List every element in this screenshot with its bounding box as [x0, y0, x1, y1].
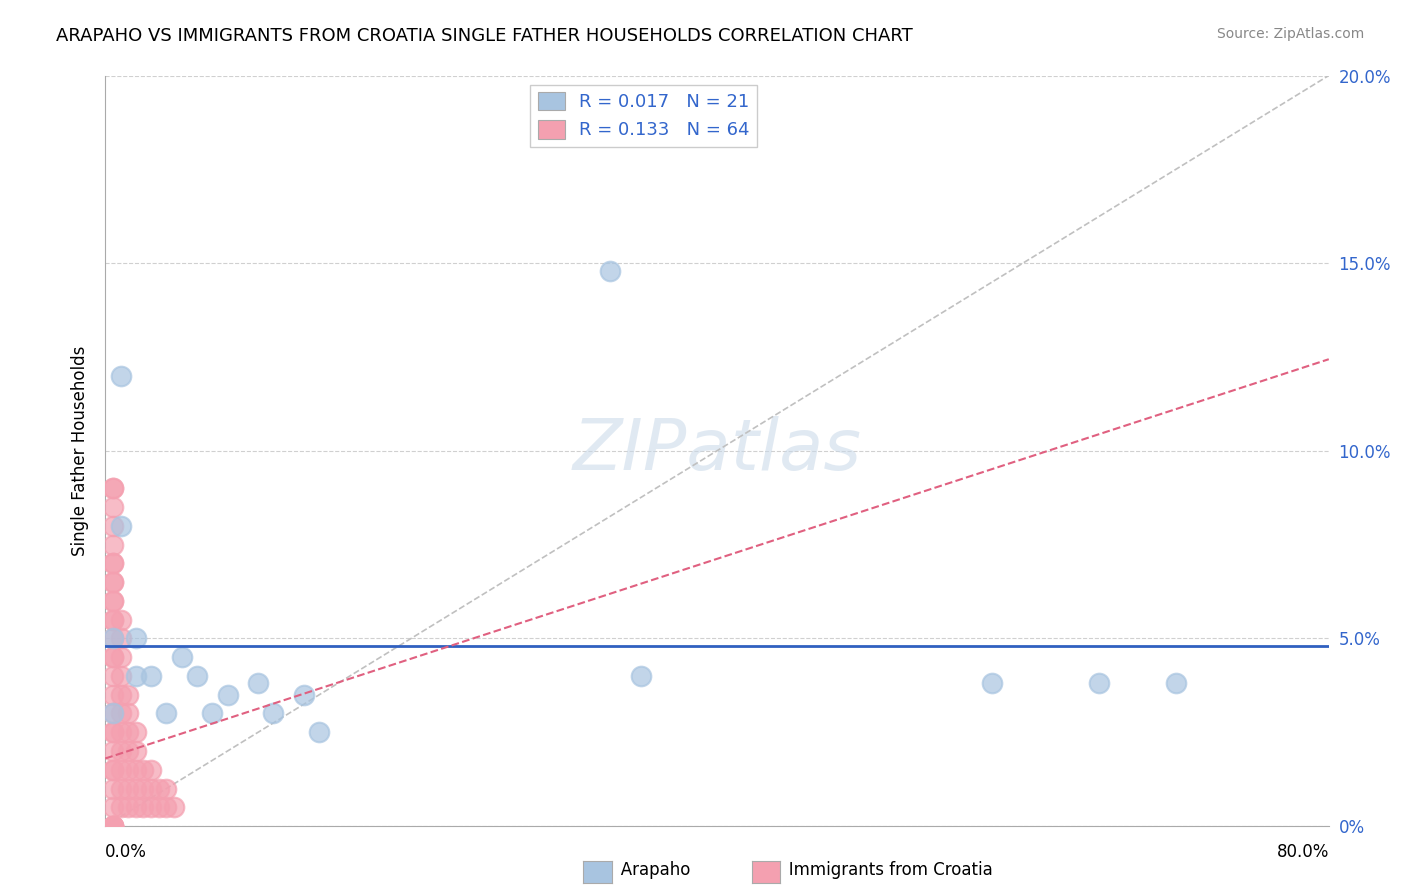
Point	[101, 706, 124, 721]
Point	[125, 800, 148, 814]
Point	[110, 800, 132, 814]
Point	[101, 781, 124, 796]
Point	[125, 781, 148, 796]
Text: Source: ZipAtlas.com: Source: ZipAtlas.com	[1216, 27, 1364, 41]
Point	[308, 725, 330, 739]
Point	[1088, 676, 1111, 690]
Point	[155, 800, 177, 814]
Point	[170, 650, 193, 665]
Point	[101, 538, 124, 552]
Point	[101, 575, 124, 590]
Point	[117, 744, 139, 758]
Point	[101, 613, 124, 627]
Point	[163, 800, 186, 814]
Point	[101, 481, 124, 495]
Point	[101, 725, 124, 739]
Y-axis label: Single Father Households: Single Father Households	[72, 345, 89, 556]
Point	[110, 669, 132, 683]
Point	[117, 725, 139, 739]
Point	[117, 781, 139, 796]
Point	[101, 650, 124, 665]
Point	[101, 632, 124, 646]
Point	[110, 650, 132, 665]
Point	[117, 706, 139, 721]
Point	[155, 706, 177, 721]
Text: Immigrants from Croatia: Immigrants from Croatia	[773, 861, 993, 879]
Point	[155, 781, 177, 796]
Point	[599, 263, 621, 277]
Point	[101, 500, 124, 514]
Point	[101, 819, 124, 833]
Text: Arapaho: Arapaho	[605, 861, 690, 879]
Point	[110, 744, 132, 758]
Point	[186, 669, 208, 683]
Point	[125, 669, 148, 683]
Point	[101, 669, 124, 683]
Point	[101, 819, 124, 833]
Point	[110, 725, 132, 739]
Point	[110, 781, 132, 796]
Point	[1164, 676, 1187, 690]
Point	[125, 744, 148, 758]
Point	[101, 575, 124, 590]
Point	[110, 688, 132, 702]
Point	[101, 688, 124, 702]
Point	[101, 613, 124, 627]
Point	[132, 800, 155, 814]
Point	[101, 763, 124, 777]
Point	[110, 519, 132, 533]
Point	[125, 725, 148, 739]
Point	[101, 594, 124, 608]
Point	[139, 800, 162, 814]
Point	[101, 557, 124, 571]
Point	[101, 650, 124, 665]
Point	[101, 744, 124, 758]
Point	[981, 676, 1004, 690]
Legend: R = 0.017   N = 21, R = 0.133   N = 64: R = 0.017 N = 21, R = 0.133 N = 64	[530, 85, 756, 146]
Point	[101, 557, 124, 571]
Point	[139, 781, 162, 796]
Point	[139, 763, 162, 777]
Point	[292, 688, 315, 702]
Point	[201, 706, 224, 721]
Point	[148, 781, 170, 796]
Point	[117, 688, 139, 702]
Point	[110, 632, 132, 646]
Point	[101, 706, 124, 721]
Text: 80.0%: 80.0%	[1277, 843, 1329, 861]
Point	[101, 519, 124, 533]
Point	[110, 763, 132, 777]
Point	[110, 613, 132, 627]
Point	[262, 706, 284, 721]
Point	[110, 368, 132, 383]
Point	[101, 763, 124, 777]
Point	[101, 481, 124, 495]
Point	[101, 725, 124, 739]
Text: ZIPatlas: ZIPatlas	[572, 417, 862, 485]
Point	[101, 819, 124, 833]
Point	[148, 800, 170, 814]
Text: ARAPAHO VS IMMIGRANTS FROM CROATIA SINGLE FATHER HOUSEHOLDS CORRELATION CHART: ARAPAHO VS IMMIGRANTS FROM CROATIA SINGL…	[56, 27, 912, 45]
Text: 0.0%: 0.0%	[105, 843, 148, 861]
Point	[217, 688, 239, 702]
Point	[101, 594, 124, 608]
Point	[101, 632, 124, 646]
Point	[247, 676, 270, 690]
Point	[101, 819, 124, 833]
Point	[132, 763, 155, 777]
Point	[101, 800, 124, 814]
Point	[630, 669, 652, 683]
Point	[125, 763, 148, 777]
Point	[110, 706, 132, 721]
Point	[132, 781, 155, 796]
Point	[139, 669, 162, 683]
Point	[117, 763, 139, 777]
Point	[125, 632, 148, 646]
Point	[117, 800, 139, 814]
